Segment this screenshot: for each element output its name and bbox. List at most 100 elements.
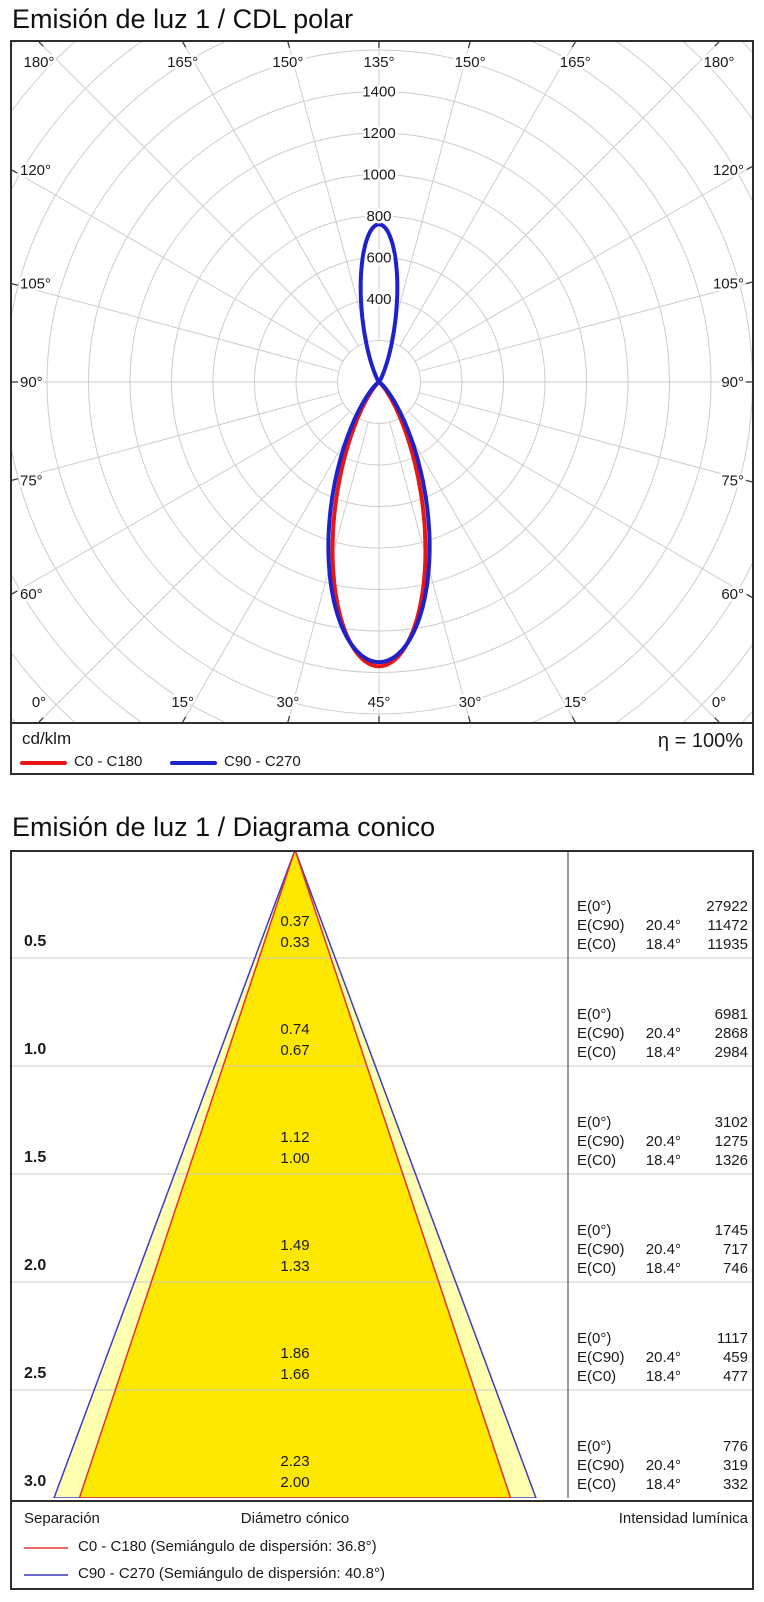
ec90-label: E(C90) <box>577 917 625 934</box>
svg-text:75°: 75° <box>721 472 744 489</box>
cone-legend-swatch-c90 <box>24 1574 68 1576</box>
svg-text:0°: 0° <box>32 694 46 711</box>
diameter-c90-value: 1.12 <box>280 1129 310 1146</box>
diameter-c90-value: 0.37 <box>280 913 310 930</box>
polar-border-ticks <box>12 42 752 722</box>
ec90-label: E(C90) <box>577 1349 625 1366</box>
separation-label: 2.5 <box>24 1365 47 1382</box>
svg-text:180°: 180° <box>23 54 54 71</box>
diameter-c90-value: 1.49 <box>280 1237 310 1254</box>
diameter-c0-value: 1.00 <box>280 1150 310 1167</box>
legend-label-c0-c180: C0 - C180 <box>74 753 143 770</box>
legend-swatch-c0-c180 <box>20 761 67 765</box>
svg-text:30°: 30° <box>277 694 300 711</box>
svg-text:1200: 1200 <box>362 125 395 142</box>
svg-text:90°: 90° <box>20 374 43 391</box>
svg-text:45°: 45° <box>368 694 391 711</box>
ec0-label: E(C0) <box>577 1368 617 1385</box>
ec90-label: E(C90) <box>577 1457 625 1474</box>
polar-grid <box>12 42 752 722</box>
svg-text:150°: 150° <box>272 54 303 71</box>
svg-text:60°: 60° <box>20 586 43 603</box>
svg-text:15°: 15° <box>171 694 194 711</box>
e0-label: E(0°) <box>577 1438 612 1455</box>
diameter-c0-value: 0.67 <box>280 1042 310 1059</box>
ec0-label: E(C0) <box>577 1152 617 1169</box>
diameter-c90-value: 1.86 <box>280 1345 310 1362</box>
diameter-c0-value: 1.33 <box>280 1258 310 1275</box>
ec90-angle: 20.4° <box>645 1349 681 1366</box>
svg-text:60°: 60° <box>721 586 744 603</box>
polar-legend-strip: cd/klm η = 100% C0 - C180 C90 - C270 <box>12 722 752 773</box>
cone-legend-swatch-c0 <box>24 1547 68 1549</box>
cone-legend-label-c0: C0 - C180 (Semiángulo de dispersión: 36.… <box>78 1538 377 1555</box>
svg-text:120°: 120° <box>20 162 51 179</box>
ec90-angle: 20.4° <box>645 1025 681 1042</box>
ec90-value: 319 <box>722 1457 748 1474</box>
svg-text:15°: 15° <box>564 694 587 711</box>
diameter-c0-value: 0.33 <box>280 934 310 951</box>
svg-text:0°: 0° <box>712 694 726 711</box>
cone-row-lines <box>12 957 752 1391</box>
svg-text:180°: 180° <box>703 54 734 71</box>
separation-label: 1.0 <box>24 1041 47 1058</box>
svg-text:30°: 30° <box>459 694 482 711</box>
ec90-value: 11472 <box>707 917 748 934</box>
svg-text:165°: 165° <box>560 54 591 71</box>
ec0-value: 746 <box>722 1260 748 1277</box>
cone-diagram-title: Emisión de luz 1 / Diagrama conico <box>12 812 436 842</box>
ec90-value: 717 <box>722 1241 748 1258</box>
ec90-value: 1275 <box>714 1133 748 1150</box>
cone-footer: Separación Diámetro cónico Intensidad lu… <box>12 1500 752 1586</box>
ec90-angle: 20.4° <box>645 1457 681 1474</box>
ec0-value: 11935 <box>707 936 748 953</box>
polar-intensity-chart: 400 600 800 1000 1200 1400 180° 180° 0° 0° 165° 165… <box>12 42 752 722</box>
e0-value: 1745 <box>714 1222 748 1239</box>
polar-diagram-title: Emisión de luz 1 / CDL polar <box>12 4 354 34</box>
ec0-label: E(C0) <box>577 1044 617 1061</box>
footer-label-cone-diameter: Diámetro cónico <box>240 1510 350 1527</box>
svg-text:105°: 105° <box>20 276 51 293</box>
e0-label: E(0°) <box>577 1114 612 1131</box>
e0-value: 776 <box>722 1438 748 1455</box>
polar-unit-label: cd/klm <box>22 729 72 748</box>
ec0-value: 2984 <box>714 1044 748 1061</box>
diameter-c0-value: 2.00 <box>280 1474 310 1491</box>
e0-value: 3102 <box>714 1114 748 1131</box>
diameter-c0-value: 1.66 <box>280 1366 310 1383</box>
ec90-angle: 20.4° <box>645 1241 681 1258</box>
ec0-angle: 18.4° <box>645 1476 681 1493</box>
svg-text:120°: 120° <box>713 162 744 179</box>
e0-value: 1117 <box>716 1330 748 1347</box>
ec0-angle: 18.4° <box>645 1152 681 1169</box>
ec0-value: 477 <box>722 1368 748 1385</box>
polar-curve-c90-c270 <box>326 222 432 665</box>
ec0-label: E(C0) <box>577 1476 617 1493</box>
svg-text:800: 800 <box>366 208 391 225</box>
legend-label-c90-c270: C90 - C270 <box>224 753 301 770</box>
cone-c0-fill <box>79 852 511 1498</box>
polar-efficiency-value: η = 100% <box>657 730 743 752</box>
e0-label: E(0°) <box>577 1330 612 1347</box>
footer-label-separation: Separación <box>24 1510 100 1527</box>
ec90-label: E(C90) <box>577 1241 625 1258</box>
svg-text:165°: 165° <box>167 54 198 71</box>
svg-text:105°: 105° <box>713 276 744 293</box>
ec0-angle: 18.4° <box>645 936 681 953</box>
ec0-label: E(C0) <box>577 1260 617 1277</box>
ec90-value: 459 <box>722 1349 748 1366</box>
cone-diagram-values: 0.5 0.37 0.33 E(0°) 27922 E(C90) 20.4° 11472 E(C… <box>12 852 752 1498</box>
e0-label: E(0°) <box>577 1222 612 1239</box>
polar-chart-box: 400 600 800 1000 1200 1400 180° 180° 0° 0° 165° 165… <box>10 40 754 775</box>
ec90-angle: 20.4° <box>645 1133 681 1150</box>
ec0-label: E(C0) <box>577 936 617 953</box>
svg-text:75°: 75° <box>20 472 43 489</box>
separation-label: 0.5 <box>24 933 47 950</box>
separation-label: 3.0 <box>24 1473 47 1490</box>
svg-text:1000: 1000 <box>362 167 395 184</box>
svg-text:600: 600 <box>366 250 391 267</box>
cone-chart-box: 0.5 0.37 0.33 E(0°) 27922 E(C90) 20.4° 11472 E(C… <box>10 850 754 1590</box>
svg-text:90°: 90° <box>721 374 744 391</box>
ec0-value: 1326 <box>714 1152 748 1169</box>
